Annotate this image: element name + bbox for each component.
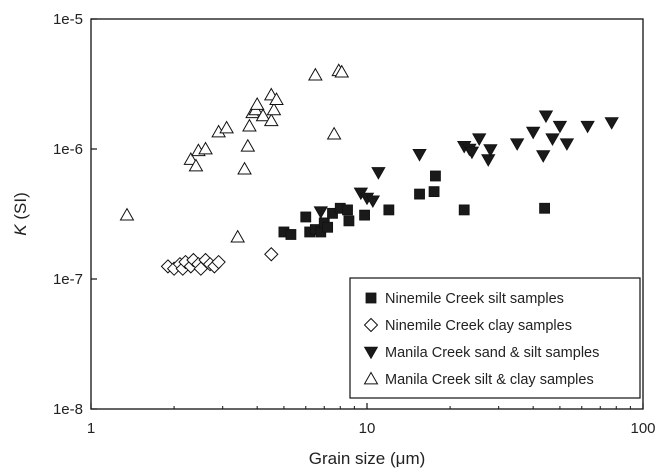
- x-tick-label: 1: [87, 420, 95, 437]
- data-point: [119, 207, 135, 221]
- x-tick-label: 100: [630, 420, 655, 437]
- data-point: [536, 150, 551, 163]
- data-point: [359, 209, 370, 221]
- data-point: [342, 204, 353, 216]
- data-point: [481, 154, 496, 167]
- data-point: [383, 204, 395, 216]
- data-point: [559, 138, 575, 151]
- legend-box: [349, 277, 641, 399]
- data-point: [483, 144, 498, 157]
- y-tick-label: 1e-5: [53, 11, 83, 28]
- data-point: [472, 133, 487, 147]
- data-point: [198, 141, 213, 155]
- data-point: [230, 229, 246, 243]
- data-point: [285, 229, 297, 240]
- data-point: [266, 102, 282, 116]
- data-point: [458, 204, 470, 216]
- data-point: [255, 108, 271, 122]
- data-point: [240, 138, 256, 152]
- data-point: [269, 92, 284, 105]
- y-axis-label: K (SI): [11, 192, 30, 235]
- data-point: [188, 158, 204, 172]
- data-point: [428, 186, 440, 198]
- data-point: [371, 167, 386, 180]
- data-point: [538, 110, 554, 124]
- data-point: [539, 202, 550, 214]
- legend-item: Manila Creek sand & silt samples: [363, 345, 599, 361]
- data-point: [322, 221, 334, 233]
- data-point: [183, 152, 199, 165]
- data-point: [365, 195, 381, 209]
- y-tick-label: 1e-7: [53, 271, 83, 288]
- data-point: [219, 120, 234, 134]
- legend-item: Ninemile Creek silt samples: [365, 291, 564, 307]
- y-axis-label-symbol: K: [11, 224, 30, 236]
- legend-label: Ninemile Creek silt samples: [385, 291, 564, 307]
- data-point: [300, 211, 312, 223]
- legend-marker: [363, 317, 379, 333]
- legend-marker: [363, 346, 379, 360]
- data-point: [263, 113, 279, 127]
- data-point: [604, 117, 619, 130]
- data-point: [464, 146, 480, 160]
- legend: Ninemile Creek silt samples Ninemile Cree…: [349, 277, 641, 399]
- data-points: [119, 63, 619, 276]
- data-point: [237, 161, 252, 175]
- data-point: [264, 247, 279, 262]
- data-point: [313, 206, 328, 219]
- x-axis-label: Grain size (μm): [309, 449, 426, 468]
- data-point: [545, 133, 560, 147]
- legend-items: Ninemile Creek silt samples Ninemile Cree…: [363, 291, 599, 388]
- data-point: [580, 120, 595, 134]
- series-2: [160, 247, 279, 276]
- legend-item: Manila Creek silt & clay samples: [363, 371, 594, 388]
- data-point: [414, 188, 425, 200]
- data-point: [525, 126, 541, 140]
- legend-label: Manila Creek sand & silt samples: [385, 345, 599, 361]
- legend-label: Ninemile Creek clay samples: [385, 318, 572, 334]
- data-point: [308, 67, 323, 81]
- series-1: [278, 170, 550, 240]
- data-point: [242, 118, 257, 132]
- series-4: [119, 63, 350, 243]
- data-point: [509, 138, 525, 151]
- y-tick-label: 1e-6: [53, 141, 83, 158]
- legend-marker: [363, 371, 379, 385]
- y-axis-label-unit: (SI): [11, 192, 30, 224]
- data-point: [343, 215, 355, 227]
- x-tick-label: 10: [359, 420, 376, 437]
- y-tick-label: 1e-8: [53, 401, 83, 418]
- data-point: [430, 170, 441, 182]
- data-point: [412, 149, 427, 162]
- data-point: [249, 96, 265, 110]
- data-point: [334, 64, 350, 78]
- data-point: [552, 120, 568, 134]
- data-point: [326, 126, 342, 140]
- axis-ticks: 1 10 100 1e-8 1e-7 1e-6 1e-5: [53, 11, 656, 437]
- series-3: [313, 110, 619, 219]
- legend-item: Ninemile Creek clay samples: [363, 317, 572, 334]
- data-point: [211, 254, 226, 270]
- legend-marker: [365, 292, 377, 304]
- legend-label: Manila Creek silt & clay samples: [385, 372, 594, 388]
